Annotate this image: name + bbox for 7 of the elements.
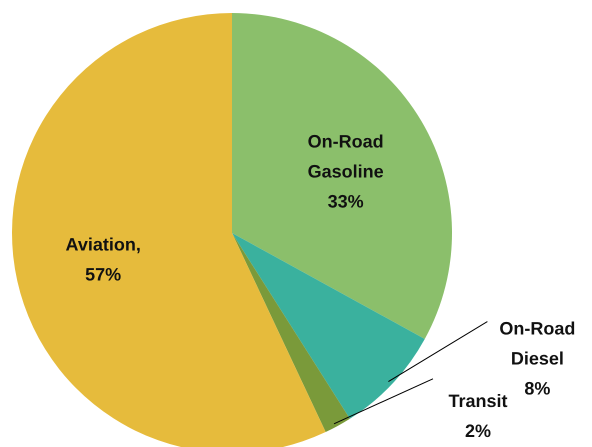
data-label: 8%	[524, 378, 550, 399]
slice-label: On-Road Diesel	[499, 318, 576, 369]
slice-label: Aviation, 57%	[66, 234, 141, 284]
slice-label: Transit	[448, 390, 508, 411]
data-label: 2%	[464, 420, 491, 441]
data-label: 33%	[328, 191, 364, 212]
slice-label: On-Road Gasoline	[308, 131, 384, 182]
